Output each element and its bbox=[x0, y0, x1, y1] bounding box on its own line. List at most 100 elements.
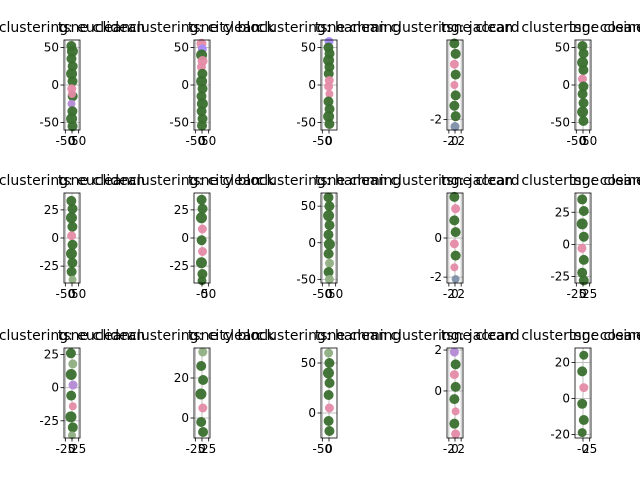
x-tick-label: -50 bbox=[186, 134, 206, 148]
x-tick-label: 25 bbox=[201, 442, 216, 456]
scatter-point bbox=[577, 41, 588, 51]
scatter-point bbox=[449, 59, 459, 69]
subplot-title-secondary: tsne clean bbox=[315, 328, 387, 344]
scatter-point bbox=[323, 111, 335, 122]
scatter-point bbox=[195, 388, 207, 400]
scatter-point bbox=[325, 258, 335, 268]
scatter-point bbox=[67, 239, 78, 250]
scatter-point bbox=[198, 403, 208, 413]
scatter-point bbox=[67, 422, 78, 433]
subplot-title: clustering: cosine bbox=[521, 20, 640, 36]
x-tick-label: 25 bbox=[582, 287, 597, 301]
scatter-point bbox=[578, 275, 589, 286]
x-tick-label: -25 bbox=[186, 442, 206, 456]
scatter-point bbox=[66, 390, 77, 401]
y-tick-label: -50 bbox=[296, 116, 316, 130]
subplot-title: clustering: euclidean bbox=[0, 173, 145, 189]
scatter-point bbox=[576, 218, 588, 230]
scatter-point bbox=[578, 98, 589, 108]
y-tick-label: -20 bbox=[550, 427, 570, 441]
scatter-point bbox=[323, 229, 334, 240]
scatter-point bbox=[68, 275, 77, 284]
y-tick-label: -25 bbox=[39, 259, 59, 273]
scatter-point bbox=[68, 90, 76, 98]
scatter-point bbox=[579, 350, 589, 360]
x-tick-label: 50 bbox=[582, 134, 597, 148]
scatter-point bbox=[577, 366, 588, 377]
scatter-point bbox=[65, 212, 77, 224]
y-tick-label: 0 bbox=[434, 231, 442, 245]
subplot-title: clustering: euclidean bbox=[0, 328, 145, 344]
scatter-point bbox=[324, 348, 334, 358]
scatter-point bbox=[450, 227, 461, 238]
scatter-point bbox=[196, 361, 207, 371]
y-tick-label: -2 bbox=[430, 270, 442, 284]
subplot-title: clustering: jaccard bbox=[390, 173, 519, 189]
x-tick-label: 0 bbox=[579, 134, 587, 148]
scatter-point bbox=[196, 75, 208, 87]
y-tick-label: 50 bbox=[301, 199, 316, 213]
x-tick-label: 0 bbox=[198, 134, 206, 148]
subplot-title-secondary: tsne clean bbox=[569, 173, 640, 189]
scatter-point bbox=[198, 247, 208, 256]
y-tick-label: 50 bbox=[555, 41, 570, 55]
scatter-point bbox=[451, 275, 460, 284]
subplot-title: clustering: cosine bbox=[521, 173, 640, 189]
scatter-point bbox=[449, 370, 459, 380]
scatter-point bbox=[578, 116, 589, 126]
scatter-point bbox=[196, 106, 207, 117]
y-tick-label: 0 bbox=[562, 391, 570, 405]
scatter-point bbox=[323, 267, 334, 278]
scatter-point bbox=[449, 239, 459, 249]
x-tick-label: 0 bbox=[451, 287, 459, 301]
scatter-point bbox=[577, 243, 587, 253]
scatter-point bbox=[67, 76, 78, 87]
y-tick-label: 0 bbox=[308, 236, 316, 250]
y-tick-label: 0 bbox=[308, 406, 316, 420]
scatter-point bbox=[450, 250, 461, 261]
x-tick-label: 2 bbox=[457, 134, 465, 148]
scatter-point bbox=[449, 394, 460, 405]
scatter-point bbox=[323, 416, 334, 426]
x-tick-label: 50 bbox=[328, 287, 343, 301]
scatter-point bbox=[324, 119, 335, 129]
subplot-title: clustering: hamming bbox=[257, 173, 402, 189]
subplot-title: clustering: hamming bbox=[257, 328, 402, 344]
y-tick-label: 20 bbox=[174, 371, 189, 385]
x-tick-label: -50 bbox=[313, 442, 333, 456]
scatter-point bbox=[196, 235, 207, 246]
scatter-point bbox=[67, 231, 77, 241]
scatter-point bbox=[66, 195, 77, 206]
scatter-point bbox=[323, 68, 334, 79]
x-tick-label: -25 bbox=[567, 287, 587, 301]
scatter-point bbox=[578, 231, 589, 242]
x-tick-label: 2 bbox=[457, 287, 465, 301]
scatter-point bbox=[197, 83, 208, 94]
scatter-point bbox=[323, 192, 334, 203]
y-tick-label: -50 bbox=[296, 272, 316, 286]
subplot-title-secondary: tsne clean bbox=[58, 20, 130, 36]
x-tick-label: 0 bbox=[325, 134, 333, 148]
scatter-point bbox=[324, 82, 334, 91]
y-tick-label: 20 bbox=[555, 355, 570, 369]
subplot-title-secondary: tsne clean bbox=[441, 20, 513, 36]
y-tick-label: -25 bbox=[39, 414, 59, 428]
y-tick-label: 50 bbox=[301, 356, 316, 370]
subplot-title-secondary: tsne clean bbox=[188, 173, 260, 189]
subplot-title-secondary: tsne clean bbox=[58, 173, 130, 189]
x-tick-label: -50 bbox=[313, 134, 333, 148]
subplot-title-secondary: tsne clean bbox=[188, 20, 260, 36]
x-tick-label: 50 bbox=[71, 134, 86, 148]
x-tick-label: -2 bbox=[443, 287, 455, 301]
x-tick-label: -2 bbox=[443, 442, 455, 456]
scatter-point bbox=[67, 99, 76, 108]
scatter-point bbox=[578, 48, 589, 59]
scatter-point bbox=[196, 417, 207, 427]
x-tick-label: -50 bbox=[56, 287, 76, 301]
scatter-point bbox=[324, 426, 335, 436]
x-tick-label: 50 bbox=[71, 287, 86, 301]
